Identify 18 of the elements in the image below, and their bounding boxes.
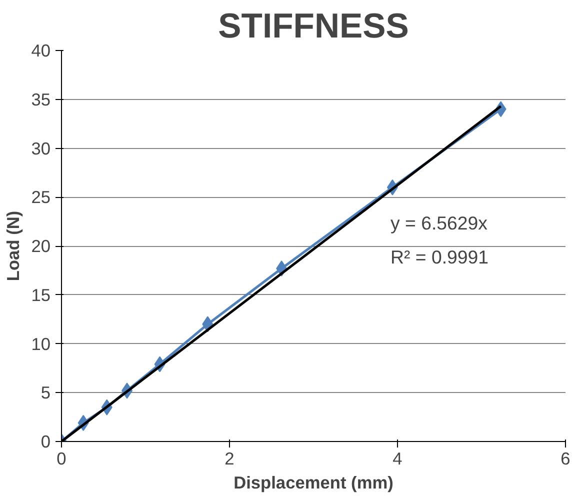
- x-tick-label: 2: [224, 448, 234, 468]
- x-tick-label: 6: [560, 448, 570, 468]
- y-tick-label: 25: [31, 187, 51, 208]
- y-tick-label: 0: [40, 432, 51, 452]
- y-axis-title: Load (N): [3, 210, 24, 282]
- y-tick-label: 35: [31, 89, 51, 110]
- y-tick-label: 5: [40, 382, 51, 403]
- annotation: R² = 0.9991: [390, 246, 489, 268]
- x-tick-label: 4: [392, 448, 403, 468]
- y-tick-label: 10: [31, 334, 51, 354]
- x-axis-title: Displacement (mm): [234, 472, 394, 492]
- y-tick-label: 15: [31, 284, 51, 305]
- x-tick-label: 0: [56, 448, 66, 468]
- y-tick-label: 30: [31, 138, 51, 158]
- y-tick-label: 40: [31, 40, 51, 60]
- annotation: y = 6.5629x: [390, 212, 488, 234]
- y-tick-label: 20: [31, 236, 51, 256]
- chart-title: STIFFNESS: [218, 8, 409, 46]
